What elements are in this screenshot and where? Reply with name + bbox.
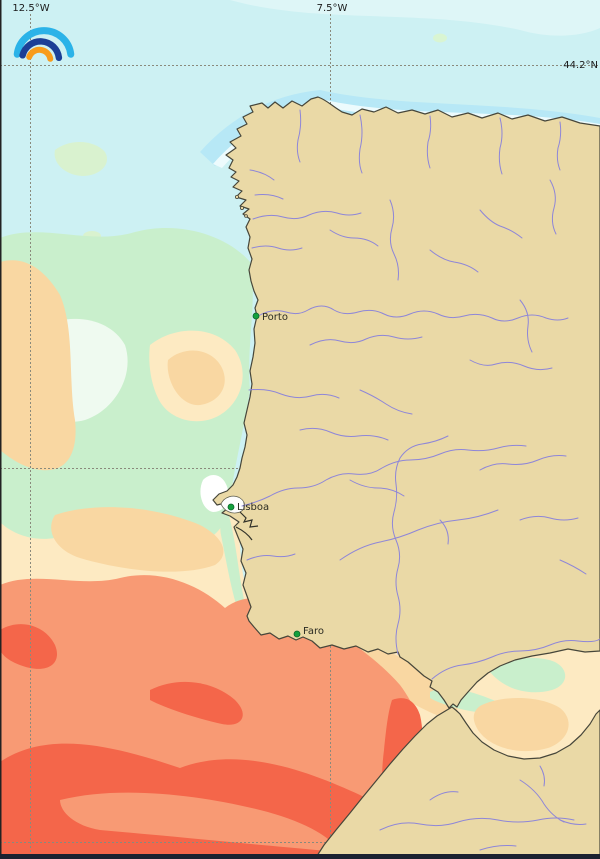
logo-arc-middle (19, 38, 63, 62)
logo-arc-inner (26, 46, 54, 62)
sado-estuary-mark (235, 511, 259, 541)
longitude-label-7-5w: 7.5°W (317, 3, 348, 14)
sst-strip-mint-coastal (220, 512, 250, 618)
city-label-lisboa: Lisboa (237, 502, 269, 513)
logo-arc-outer (13, 27, 75, 58)
meteogalicia-rainbow-logo-icon (13, 27, 75, 62)
city-label-faro: Faro (303, 626, 324, 637)
city-marker-lisboa (227, 503, 235, 511)
sst-peach-mid (51, 507, 224, 572)
ria-islands (234, 194, 248, 218)
grid-labels: 12.5°W 7.5°W 44.2°N (12, 3, 598, 71)
city-marker-faro (293, 630, 301, 638)
sst-peach-left-band (0, 260, 76, 471)
left-border (0, 0, 2, 859)
city-markers: Porto Lisboa Faro (227, 312, 324, 638)
sst-salmon-wisp (60, 792, 340, 852)
iberia-landmass (212, 96, 600, 709)
sst-patch-pale-green (54, 141, 108, 176)
city-marker-porto (252, 312, 260, 320)
sst-red-arm-1 (0, 624, 58, 669)
bottom-bar (0, 854, 600, 859)
sst-med-peach (473, 697, 569, 752)
sst-zone-light-cyan (230, 0, 600, 36)
latitude-label-44-2n: 44.2°N (563, 60, 598, 71)
sst-eddy-peach (167, 350, 225, 406)
sst-med-mint (490, 657, 566, 693)
rivers (241, 109, 600, 851)
sst-red-arm-2 (150, 681, 243, 725)
city-label-porto: Porto (262, 312, 288, 323)
longitude-label-12-5w: 12.5°W (12, 3, 49, 14)
sst-patch-pale-green-small (433, 33, 447, 43)
